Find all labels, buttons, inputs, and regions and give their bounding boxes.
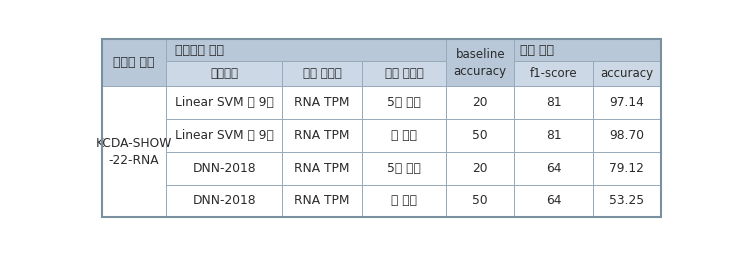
Text: 97.14: 97.14 [609, 96, 644, 109]
Text: 모델이름: 모델이름 [211, 68, 238, 81]
Text: RNA TPM: RNA TPM [295, 194, 350, 208]
Bar [282, 86, 362, 119]
Text: DNN-2018: DNN-2018 [193, 162, 256, 175]
Bar [593, 61, 661, 86]
Bar [446, 152, 514, 185]
Bar [167, 119, 282, 152]
Bar [514, 39, 661, 61]
Bar [593, 152, 661, 185]
Text: 5개 그룹: 5개 그룹 [387, 96, 421, 109]
Bar [514, 185, 593, 217]
Text: 64: 64 [546, 194, 561, 208]
Bar [362, 119, 446, 152]
Text: KCDA-SHOW
-22-RNA: KCDA-SHOW -22-RNA [96, 137, 173, 167]
Text: 20: 20 [472, 96, 488, 109]
Bar [514, 152, 593, 185]
Bar [167, 61, 282, 86]
Bar [282, 185, 362, 217]
Text: 64: 64 [546, 162, 561, 175]
Text: 5개 그룹: 5개 그룹 [387, 162, 421, 175]
Bar [282, 152, 362, 185]
Text: baseline
accuracy: baseline accuracy [454, 48, 507, 78]
Bar [282, 61, 362, 86]
Bar [362, 152, 446, 185]
Text: 50: 50 [472, 194, 488, 208]
Bar [593, 86, 661, 119]
Bar [362, 185, 446, 217]
Bar [514, 86, 593, 119]
Text: 암 여부: 암 여부 [391, 129, 417, 142]
Bar [362, 61, 446, 86]
Bar [282, 119, 362, 152]
Text: 20: 20 [472, 162, 488, 175]
Bar [167, 86, 282, 119]
Text: 81: 81 [546, 129, 562, 142]
Text: 입력 데이터: 입력 데이터 [303, 68, 341, 81]
Bar [593, 119, 661, 152]
Text: 81: 81 [546, 96, 562, 109]
Bar [167, 152, 282, 185]
Bar [593, 185, 661, 217]
Text: 출력 데이터: 출력 데이터 [385, 68, 423, 81]
Bar [362, 86, 446, 119]
Text: 인공지능 모델: 인공지능 모델 [175, 44, 224, 57]
Text: 암 여부: 암 여부 [391, 194, 417, 208]
Bar [446, 39, 514, 86]
Bar [446, 185, 514, 217]
Text: 53.25: 53.25 [609, 194, 644, 208]
Bar [514, 61, 593, 86]
Bar [102, 86, 167, 217]
Text: 평가 결과: 평가 결과 [520, 44, 554, 57]
Bar [514, 119, 593, 152]
Text: RNA TPM: RNA TPM [295, 162, 350, 175]
Bar [167, 39, 446, 61]
Text: RNA TPM: RNA TPM [295, 129, 350, 142]
Text: Linear SVM 외 9종: Linear SVM 외 9종 [175, 96, 274, 109]
Bar [446, 86, 514, 119]
Text: f1-score: f1-score [530, 68, 577, 81]
Bar [167, 185, 282, 217]
Text: Linear SVM 외 9종: Linear SVM 외 9종 [175, 129, 274, 142]
Bar [446, 119, 514, 152]
Text: RNA TPM: RNA TPM [295, 96, 350, 109]
Text: 50: 50 [472, 129, 488, 142]
Bar [102, 39, 167, 86]
Text: 79.12: 79.12 [609, 162, 644, 175]
Text: accuracy: accuracy [600, 68, 653, 81]
Text: 98.70: 98.70 [609, 129, 644, 142]
Text: DNN-2018: DNN-2018 [193, 194, 256, 208]
Text: 데이터 유형: 데이터 유형 [113, 56, 155, 69]
